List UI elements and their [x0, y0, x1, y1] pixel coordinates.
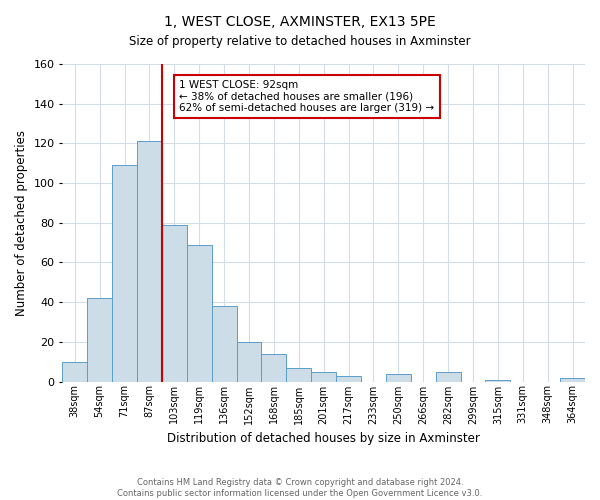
- Bar: [236, 342, 262, 382]
- Text: Contains HM Land Registry data © Crown copyright and database right 2024.
Contai: Contains HM Land Registry data © Crown c…: [118, 478, 482, 498]
- Bar: [286, 368, 311, 382]
- Text: Size of property relative to detached houses in Axminster: Size of property relative to detached ho…: [129, 35, 471, 48]
- Y-axis label: Number of detached properties: Number of detached properties: [15, 130, 28, 316]
- Bar: [187, 244, 212, 382]
- Bar: [436, 372, 461, 382]
- Text: 1 WEST CLOSE: 92sqm
← 38% of detached houses are smaller (196)
62% of semi-detac: 1 WEST CLOSE: 92sqm ← 38% of detached ho…: [179, 80, 434, 113]
- Bar: [162, 224, 187, 382]
- Bar: [311, 372, 336, 382]
- Bar: [560, 378, 585, 382]
- Text: 1, WEST CLOSE, AXMINSTER, EX13 5PE: 1, WEST CLOSE, AXMINSTER, EX13 5PE: [164, 15, 436, 29]
- Bar: [137, 142, 162, 382]
- X-axis label: Distribution of detached houses by size in Axminster: Distribution of detached houses by size …: [167, 432, 480, 445]
- Bar: [485, 380, 511, 382]
- Bar: [386, 374, 411, 382]
- Bar: [336, 376, 361, 382]
- Bar: [87, 298, 112, 382]
- Bar: [212, 306, 236, 382]
- Bar: [262, 354, 286, 382]
- Bar: [62, 362, 87, 382]
- Bar: [112, 165, 137, 382]
